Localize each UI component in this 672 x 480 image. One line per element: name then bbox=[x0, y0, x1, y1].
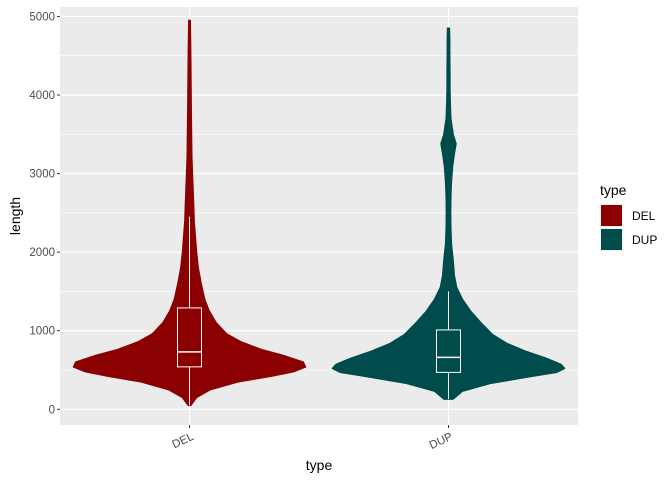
x-tick-label: DUP bbox=[428, 431, 455, 452]
legend-keys: DEL DUP bbox=[600, 204, 657, 251]
legend-label: DEL bbox=[632, 209, 656, 223]
violin-dup bbox=[331, 27, 566, 400]
legend-swatch-dup bbox=[601, 229, 622, 250]
legend-swatch-del bbox=[601, 205, 622, 226]
x-tick-label: DEL bbox=[170, 431, 196, 452]
legend-label: DUP bbox=[632, 233, 657, 247]
violin-del bbox=[72, 19, 307, 407]
x-axis-title: type bbox=[306, 457, 333, 473]
major-gridlines bbox=[60, 7, 578, 425]
legend: type DEL DUP bbox=[600, 182, 657, 251]
y-axis-ticks: 0 1000 2000 3000 4000 5000 bbox=[29, 11, 60, 416]
y-axis-title: length bbox=[7, 197, 23, 235]
box-dup bbox=[436, 329, 461, 373]
y-tick-label: 1000 bbox=[29, 326, 55, 338]
y-tick-label: 3000 bbox=[29, 169, 55, 181]
y-tick-label: 4000 bbox=[29, 90, 55, 102]
y-tick-label: 2000 bbox=[29, 247, 55, 259]
x-axis-ticks: DEL DUP bbox=[170, 425, 455, 452]
y-tick-label: 5000 bbox=[29, 11, 55, 23]
box-del bbox=[177, 307, 202, 368]
violins bbox=[72, 19, 566, 407]
y-tick-label: 0 bbox=[49, 404, 55, 416]
legend-title: type bbox=[600, 182, 627, 198]
